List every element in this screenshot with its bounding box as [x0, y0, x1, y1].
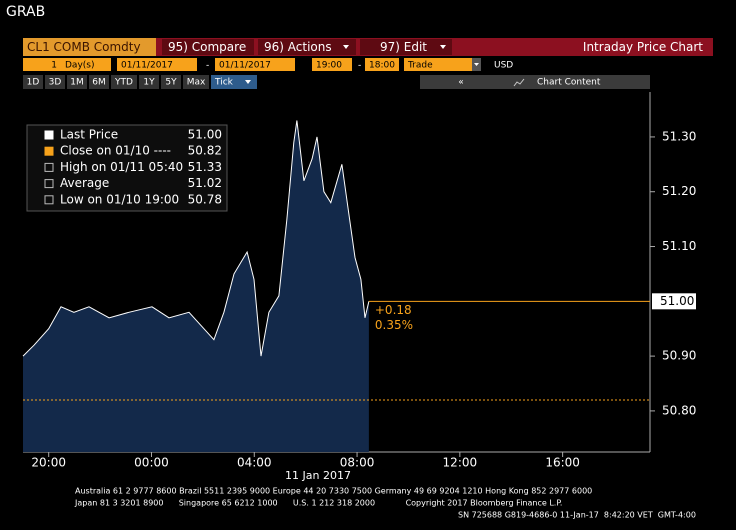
field[interactable] — [365, 58, 399, 71]
field[interactable] — [117, 58, 197, 71]
legend-value: 50.82 — [188, 144, 222, 158]
legend-icon — [44, 146, 54, 156]
currency: USD — [494, 61, 513, 71]
button[interactable] — [360, 39, 452, 55]
end-time[interactable]: 18:00 — [369, 61, 395, 71]
dropdown-arrow — [343, 45, 349, 49]
count[interactable]: 1 — [51, 61, 57, 71]
change-pct: 0.35% — [375, 318, 413, 332]
period-label[interactable]: 6M — [92, 78, 106, 88]
ticker-box[interactable] — [23, 38, 156, 56]
footer-line: SN 725688 G819-4686-0 11-Jan-17 8:42:20 … — [458, 511, 696, 520]
dropdown-arrow — [245, 80, 251, 84]
period-button[interactable] — [161, 75, 181, 89]
chart-name: Intraday Price Chart — [583, 40, 703, 54]
x-tick-label: 16:00 — [545, 456, 580, 470]
button[interactable] — [162, 39, 254, 55]
area — [23, 120, 369, 452]
edit-button[interactable]: 97) Edit — [380, 40, 427, 54]
legend-value: 51.00 — [188, 128, 222, 142]
period-button[interactable] — [89, 75, 109, 89]
change: +0.18 — [375, 303, 412, 317]
period-button[interactable] — [45, 75, 65, 89]
separator: - — [206, 61, 209, 71]
plot: 50.80 50.90 51.10 51.20 51.30 20:00 00:00 04:00… — [22, 92, 696, 470]
legend-icon — [44, 195, 54, 205]
tick-button[interactable] — [211, 75, 257, 89]
field[interactable] — [404, 58, 480, 71]
start-time[interactable]: 19:00 — [316, 61, 342, 71]
unit[interactable]: Day(s) — [65, 61, 94, 71]
y-tick-label: 50.80 — [662, 403, 696, 417]
period-button[interactable] — [139, 75, 159, 89]
legend-label: Close on 01/10 ---- — [60, 144, 171, 158]
period-label[interactable]: 5Y — [165, 78, 177, 88]
period-label[interactable]: 3D — [49, 78, 62, 88]
button[interactable] — [258, 39, 356, 55]
y-tick-label: 51.10 — [662, 239, 696, 253]
period-label[interactable]: 1Y — [143, 78, 155, 88]
legend-label: Low on 01/10 19:00 — [60, 192, 179, 206]
footer-line: Australia 61 2 9777 8600 Brazil 5511 239… — [75, 487, 592, 496]
period-button[interactable] — [67, 75, 87, 89]
x-tick-label: 12:00 — [443, 456, 478, 470]
period-label[interactable]: 1D — [27, 78, 40, 88]
ticker[interactable]: CL1 COMB Comdty — [27, 40, 141, 54]
tick-mode[interactable]: Tick — [214, 78, 234, 88]
legend-value: 51.33 — [188, 160, 222, 174]
separator: - — [358, 61, 361, 71]
legend-label: High on 01/11 05:40 — [60, 160, 183, 174]
x-tick-label: 08:00 — [340, 456, 375, 470]
collapse-icon[interactable]: « — [458, 78, 464, 88]
legend-value: 51.02 — [188, 176, 222, 190]
field[interactable] — [215, 58, 295, 71]
compare-button[interactable]: 95) Compare — [168, 40, 246, 54]
chart-icon — [513, 78, 525, 87]
field[interactable] — [61, 58, 111, 71]
dropdown-arrow — [440, 45, 446, 49]
y-tick-label: 51.30 — [662, 129, 696, 143]
period-bar: 1D 3D 1M 6M YTD 1Y 5Y Max Tick — [23, 75, 257, 89]
period-label[interactable]: Max — [187, 78, 206, 88]
legend-value: 50.78 — [188, 192, 222, 206]
legend-label: Last Price — [60, 128, 118, 142]
field[interactable] — [23, 58, 61, 71]
last-price-label: 51.00 — [660, 294, 694, 308]
legend-icon — [44, 130, 54, 140]
dropdown-arrow — [474, 63, 479, 66]
legend-icon — [44, 162, 54, 172]
end-date[interactable]: 01/11/2017 — [219, 61, 271, 71]
period-label[interactable]: YTD — [114, 78, 133, 88]
x-axis-label: 11 Jan 2017 — [285, 469, 351, 482]
last-price-box — [652, 293, 696, 310]
y-tick-label: 50.90 — [662, 349, 696, 363]
chart-content[interactable]: Chart Content — [537, 78, 601, 88]
period-button[interactable] — [183, 75, 209, 89]
field[interactable] — [312, 58, 352, 71]
period-label[interactable]: 1M — [70, 78, 84, 88]
period-button[interactable] — [23, 75, 43, 89]
legend-box — [26, 124, 228, 212]
x-tick-label: 20:00 — [31, 456, 66, 470]
y-tick-label: 51.20 — [662, 184, 696, 198]
legend-icon — [44, 179, 54, 189]
legend-label: Average — [60, 176, 109, 190]
period-button[interactable] — [111, 75, 137, 89]
field-name[interactable]: Trade — [407, 61, 433, 71]
actions-button[interactable]: 96) Actions — [264, 40, 332, 54]
x-tick-label: 04:00 — [237, 456, 272, 470]
x-tick-label: 00:00 — [134, 456, 169, 470]
footer-line: Japan 81 3 3201 8900 Singapore 65 6212 1… — [74, 499, 562, 508]
price-line — [22, 120, 370, 357]
window-title: GRAB — [6, 4, 45, 20]
chart-bar — [420, 75, 650, 89]
start-date[interactable]: 01/11/2017 — [121, 61, 173, 71]
